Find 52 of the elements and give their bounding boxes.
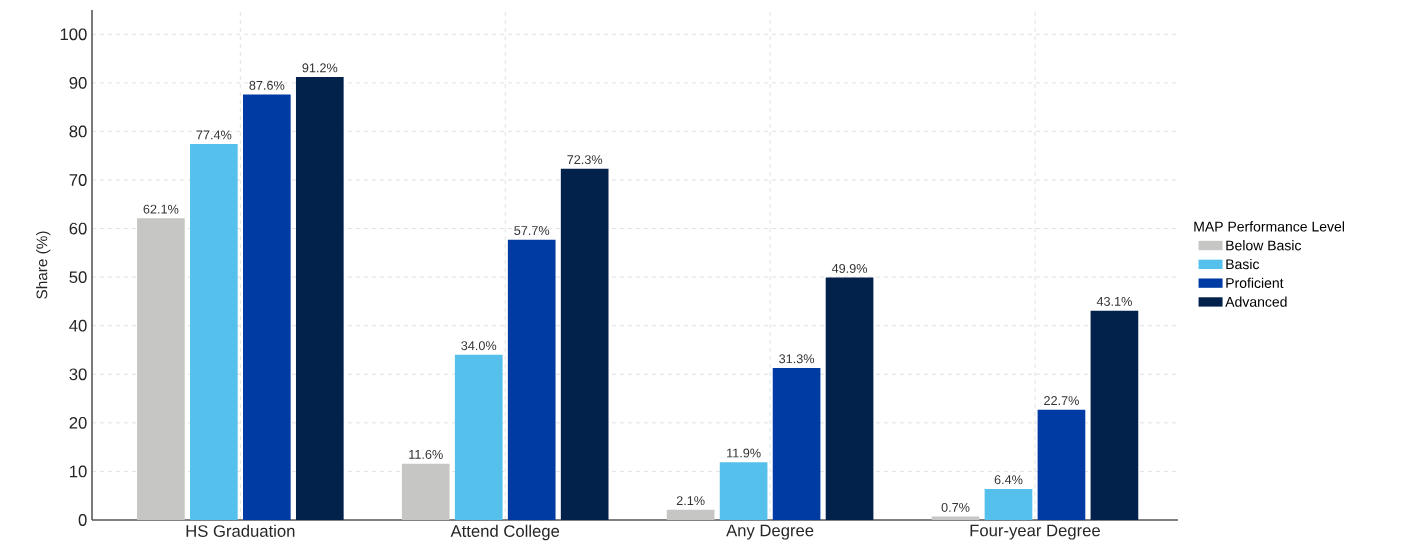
bar <box>666 509 715 520</box>
x-tick-label: Four-year Degree <box>970 524 1100 540</box>
data-label: 57.7% <box>514 226 550 236</box>
bar <box>295 77 344 520</box>
y-tick-label: 40 <box>69 319 87 332</box>
y-tick-label: 70 <box>69 174 87 186</box>
y-axis-title: Share (%) <box>36 231 51 299</box>
y-tick-label: 90 <box>69 76 87 89</box>
bar <box>984 488 1033 520</box>
bar <box>719 462 768 520</box>
data-label: 0.7% <box>941 502 970 512</box>
data-label: 11.6% <box>409 449 443 459</box>
data-label: 87.6% <box>249 80 285 90</box>
data-label: 2.1% <box>676 496 705 506</box>
data-label: 62.1% <box>143 204 179 214</box>
legend-label: Basic <box>1226 258 1260 270</box>
bar <box>1037 409 1086 520</box>
data-label: 34.0% <box>461 341 497 351</box>
bar <box>454 354 503 520</box>
bar <box>190 144 238 520</box>
bar <box>825 277 874 520</box>
legend-title: MAP Performance Level <box>1194 221 1344 232</box>
x-tick-label: Any Degree <box>726 524 814 540</box>
y-tick-label: 30 <box>69 368 87 381</box>
y-tick-label: 50 <box>69 271 87 284</box>
data-label: 72.3% <box>567 155 603 165</box>
bar <box>137 218 185 520</box>
y-tick-label: 100 <box>60 28 87 41</box>
bar <box>242 94 291 520</box>
data-label: 22.7% <box>1044 396 1079 406</box>
x-tick-label: Attend College <box>450 524 560 541</box>
data-label: 91.2% <box>302 63 338 73</box>
y-tick-label: 0 <box>78 514 87 526</box>
legend-label: Proficient <box>1226 277 1284 289</box>
data-label: 43.1% <box>1096 296 1132 306</box>
data-label: 6.4% <box>994 475 1023 485</box>
data-label: 49.9% <box>831 263 868 273</box>
bar <box>401 463 450 520</box>
data-label: 31.3% <box>779 354 815 364</box>
y-tick-label: 10 <box>70 465 87 478</box>
bar <box>507 239 556 520</box>
y-tick-label: 80 <box>69 125 87 138</box>
bar <box>1090 310 1139 520</box>
x-tick-label: HS Graduation <box>186 524 295 537</box>
bar <box>560 168 609 520</box>
y-tick-label: 60 <box>69 222 87 235</box>
bar <box>772 367 821 520</box>
legend-label: Advanced <box>1225 296 1287 307</box>
data-label: 77.4% <box>196 130 232 140</box>
y-tick-label: 20 <box>69 416 87 429</box>
data-label: 11.9% <box>727 448 761 458</box>
legend-label: Below Basic <box>1226 240 1302 251</box>
